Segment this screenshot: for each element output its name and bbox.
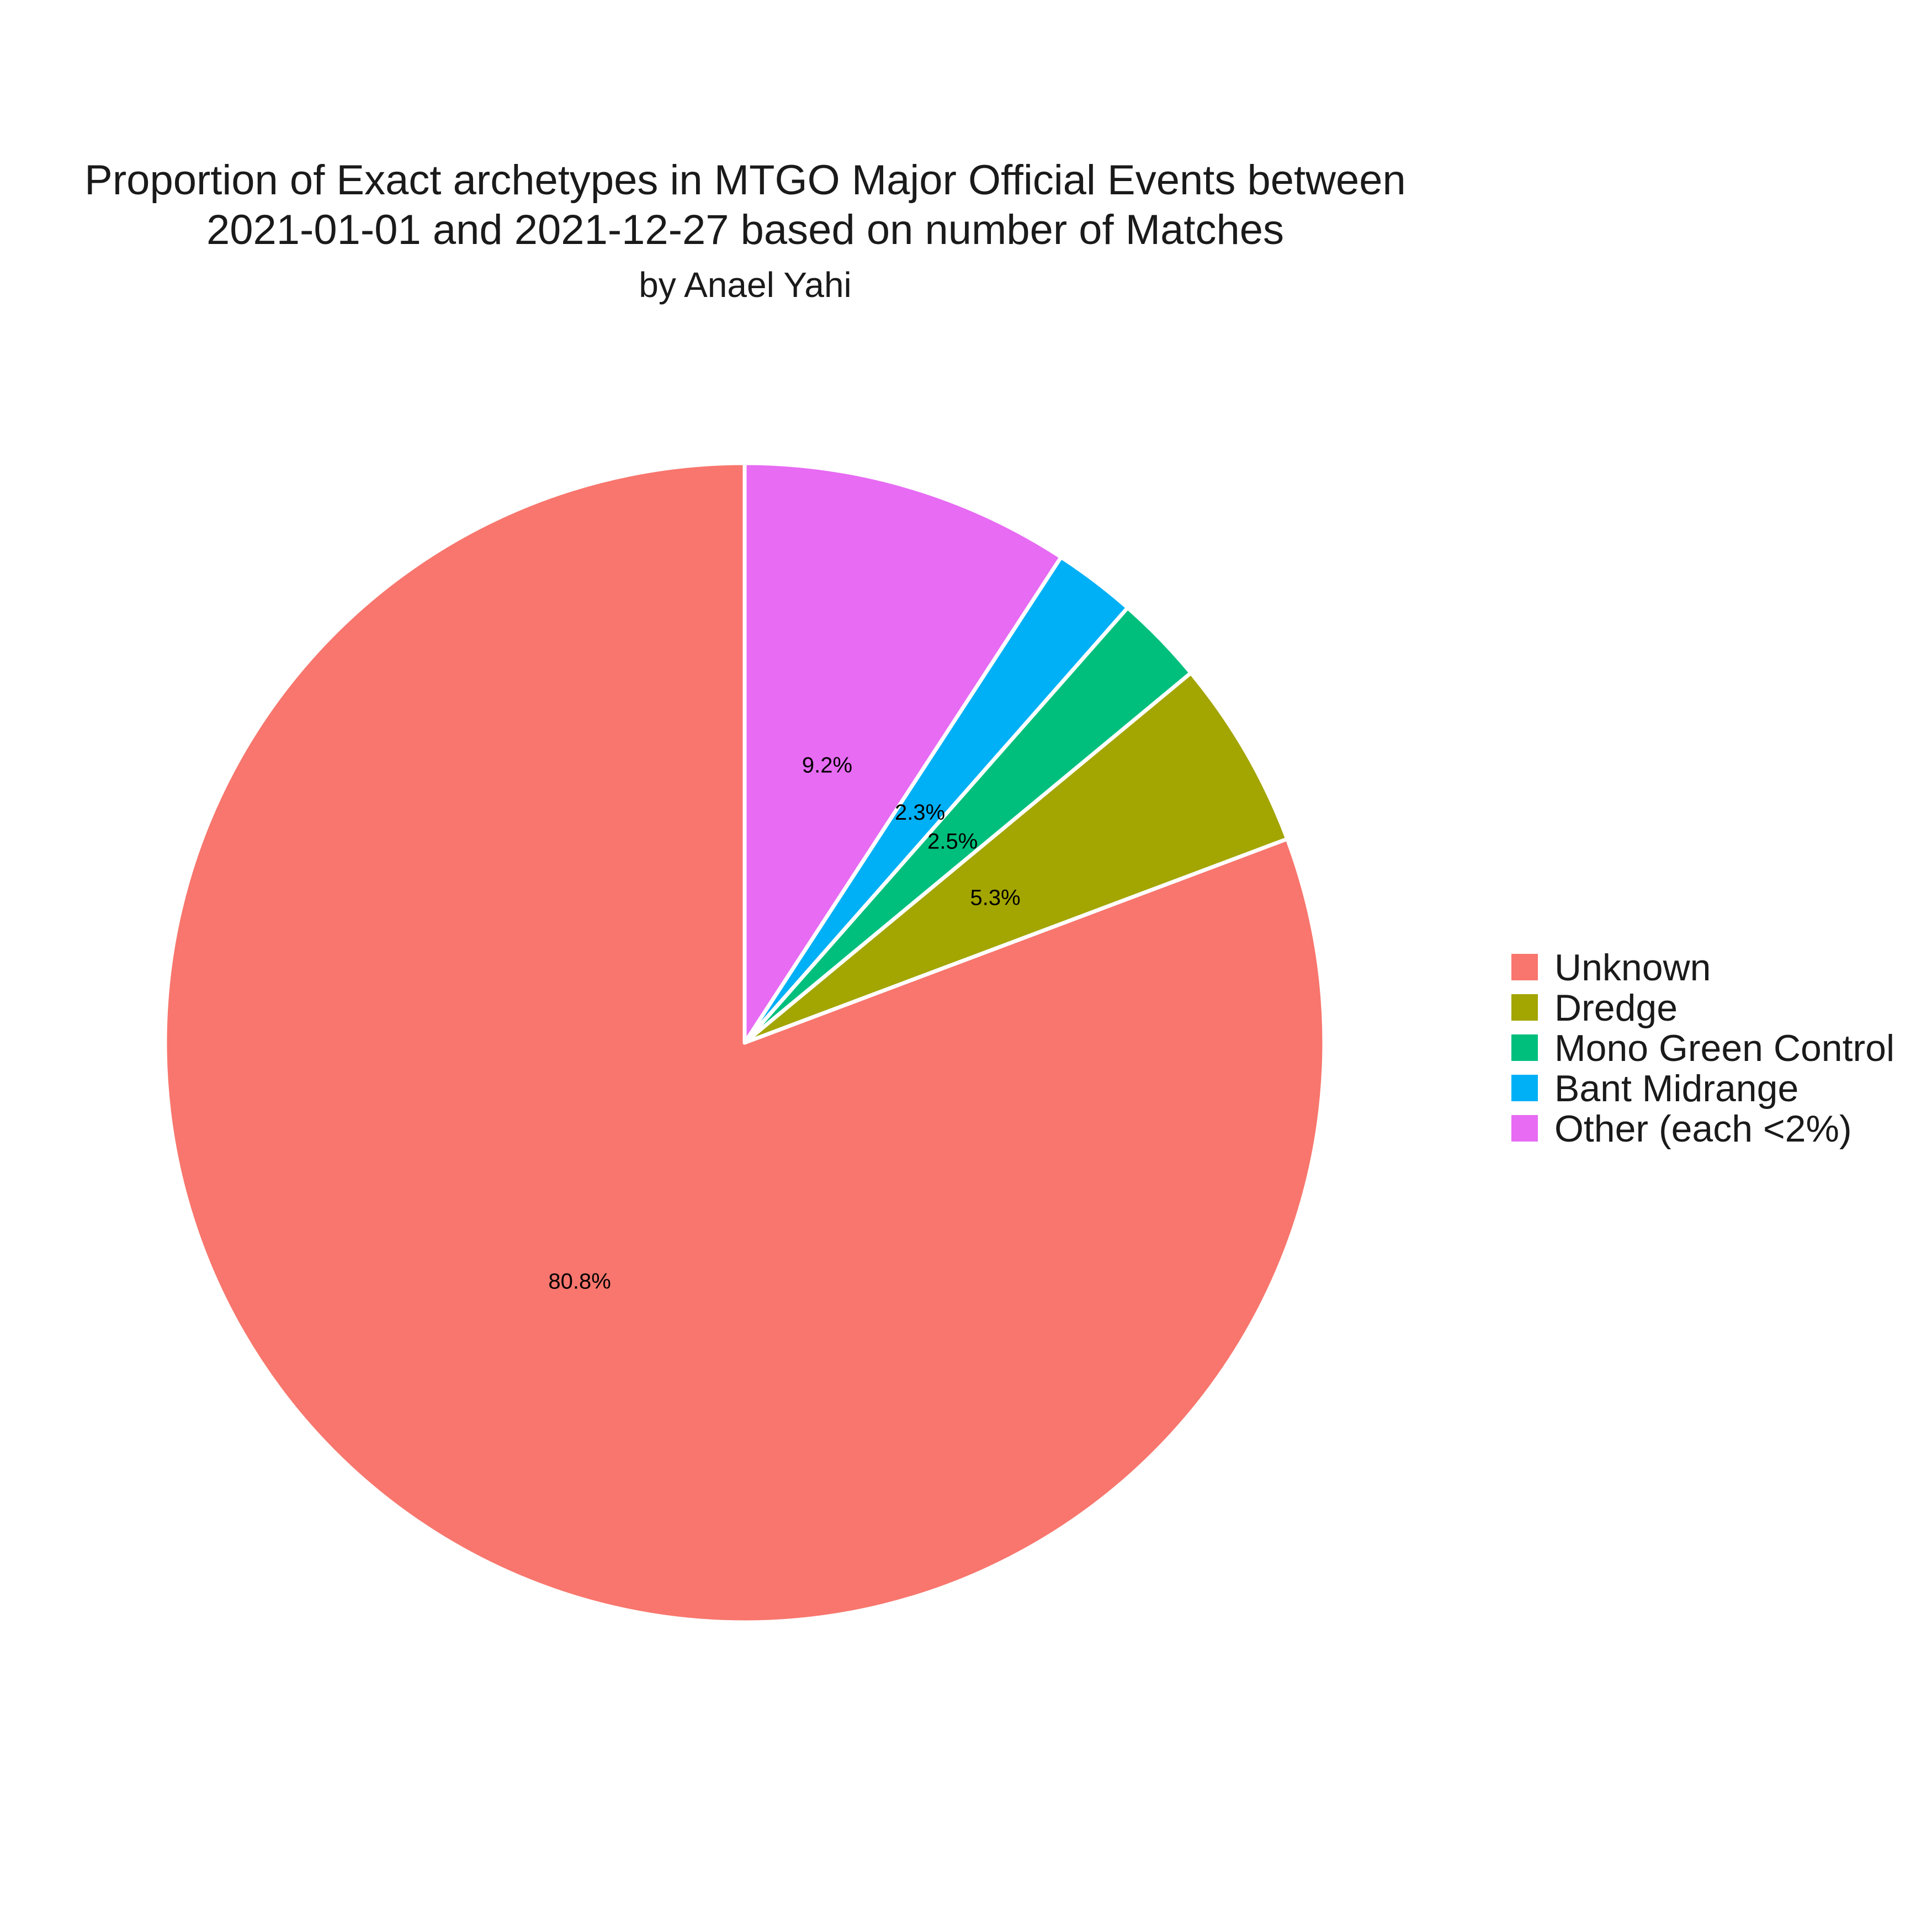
slice-label-other-each-2: 9.2% bbox=[802, 753, 852, 778]
chart-title-line-1: Proportion of Exact archetypes in MTGO M… bbox=[84, 157, 1406, 204]
legend-key-other-each-2 bbox=[1511, 1115, 1538, 1142]
pie-slices bbox=[163, 461, 1326, 1625]
legend-label-mono-green-control: Mono Green Control bbox=[1554, 1027, 1894, 1069]
legend-label-other-each-2: Other (each <2%) bbox=[1554, 1108, 1852, 1150]
slice-label-mono-green-control: 2.5% bbox=[927, 829, 978, 853]
slice-label-unknown: 80.8% bbox=[548, 1270, 611, 1294]
pie-slice-unknown bbox=[163, 461, 1326, 1625]
chart-subtitle: by Anael Yahi bbox=[639, 265, 852, 305]
legend-key-dredge bbox=[1511, 994, 1538, 1021]
legend-label-unknown: Unknown bbox=[1554, 947, 1711, 989]
pie-slice-dredge bbox=[742, 671, 1289, 1045]
legend-label-bant-midrange: Bant Midrange bbox=[1554, 1068, 1798, 1110]
slice-label-bant-midrange: 2.3% bbox=[895, 800, 945, 825]
legend-key-mono-green-control bbox=[1511, 1034, 1538, 1061]
legend-key-unknown bbox=[1511, 954, 1538, 980]
legend-key-bant-midrange bbox=[1511, 1075, 1538, 1101]
legend-label-dredge: Dredge bbox=[1554, 987, 1678, 1029]
slice-label-dredge: 5.3% bbox=[970, 886, 1021, 910]
pie-slice-other-each-2 bbox=[742, 461, 1063, 1045]
chart-title-line-2: 2021-01-01 and 2021-12-27 based on numbe… bbox=[206, 206, 1284, 253]
pie-slice-labels: 80.8% 5.3% 2.5% 2.3% 9.2% bbox=[548, 753, 1020, 1294]
